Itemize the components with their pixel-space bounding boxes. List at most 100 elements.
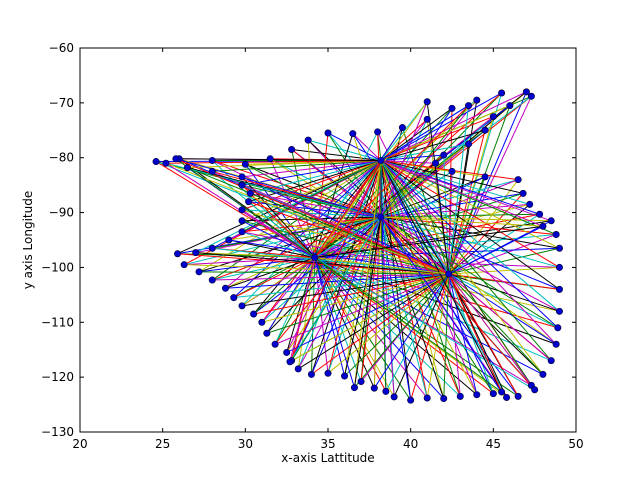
data-point bbox=[246, 189, 254, 197]
connection-line bbox=[314, 257, 557, 345]
connection-line bbox=[380, 116, 494, 161]
connection-line bbox=[241, 257, 316, 307]
connection-line bbox=[385, 273, 450, 392]
data-point bbox=[307, 370, 315, 378]
data-point bbox=[225, 236, 233, 244]
connection-line bbox=[241, 159, 381, 186]
connection-line bbox=[291, 148, 381, 161]
data-point bbox=[539, 222, 547, 230]
data-point bbox=[481, 173, 489, 181]
connection-line bbox=[426, 101, 450, 275]
connection-line bbox=[380, 192, 524, 218]
connection-line bbox=[380, 159, 544, 227]
data-point bbox=[221, 284, 229, 292]
connection-line bbox=[233, 160, 382, 298]
data-point bbox=[241, 160, 249, 168]
connection-line bbox=[211, 160, 316, 258]
x-tick-label: 45 bbox=[486, 437, 501, 451]
data-point bbox=[481, 126, 489, 134]
x-tick-label: 25 bbox=[155, 437, 170, 451]
hub-link-line bbox=[380, 160, 450, 275]
connection-line bbox=[228, 239, 449, 275]
data-point bbox=[250, 310, 258, 318]
data-point bbox=[539, 370, 547, 378]
connection-line bbox=[314, 101, 428, 258]
data-point bbox=[238, 228, 246, 236]
connection-line bbox=[187, 167, 449, 275]
data-point bbox=[266, 155, 274, 163]
hub-link-line bbox=[314, 216, 382, 258]
data-point bbox=[374, 128, 382, 136]
data-point bbox=[503, 393, 511, 401]
connection-line bbox=[380, 92, 502, 161]
connection-line bbox=[353, 216, 382, 388]
data-point bbox=[423, 98, 431, 106]
connection-line bbox=[297, 257, 316, 369]
connection-line bbox=[380, 176, 486, 218]
connection-line bbox=[314, 132, 329, 258]
data-point bbox=[531, 386, 539, 394]
connection-line bbox=[198, 257, 315, 273]
connection-line bbox=[314, 257, 502, 393]
connection-line bbox=[241, 184, 316, 258]
connection-line bbox=[448, 273, 519, 397]
connection-line bbox=[241, 159, 381, 178]
connection-line bbox=[327, 273, 450, 374]
connection-line bbox=[410, 273, 450, 401]
connection-line bbox=[269, 158, 449, 275]
data-point bbox=[208, 156, 216, 164]
connection-line bbox=[380, 216, 559, 329]
data-point bbox=[423, 394, 431, 402]
connection-line bbox=[242, 216, 381, 222]
data-point bbox=[286, 358, 294, 366]
data-point bbox=[554, 324, 562, 332]
connection-line bbox=[448, 273, 557, 345]
data-point bbox=[423, 115, 431, 123]
y-tick-label: −80 bbox=[49, 151, 74, 165]
data-point bbox=[192, 249, 200, 257]
connection-line bbox=[380, 105, 469, 218]
connection-line bbox=[448, 247, 560, 275]
data-point bbox=[536, 210, 544, 218]
data-point bbox=[208, 244, 216, 252]
connection-line bbox=[380, 160, 559, 329]
connection-line bbox=[165, 159, 381, 164]
y-tick-label: −70 bbox=[49, 96, 74, 110]
connection-line bbox=[380, 203, 530, 218]
connection-line bbox=[380, 160, 560, 268]
y-axis-label: y axis Longitude bbox=[21, 191, 35, 289]
data-point bbox=[357, 378, 365, 386]
connection-line bbox=[184, 257, 315, 266]
data-point bbox=[465, 140, 473, 148]
data-point bbox=[172, 155, 180, 163]
connection-line bbox=[289, 216, 382, 363]
x-tick-label: 35 bbox=[320, 437, 335, 451]
data-point bbox=[304, 136, 312, 144]
hub-link-line bbox=[380, 216, 450, 275]
connection-line bbox=[233, 257, 315, 299]
connection-line bbox=[286, 273, 449, 353]
data-point bbox=[473, 96, 481, 104]
data-point bbox=[547, 357, 555, 365]
connection-line bbox=[380, 160, 503, 393]
data-point bbox=[514, 176, 522, 184]
connection-line bbox=[380, 101, 428, 218]
data-point bbox=[519, 189, 527, 197]
connection-line bbox=[380, 216, 557, 345]
connection-line bbox=[253, 273, 449, 315]
data-point bbox=[349, 130, 357, 138]
data-point bbox=[448, 104, 456, 112]
connection-line bbox=[187, 159, 381, 169]
connection-line bbox=[248, 201, 449, 275]
connection-line bbox=[353, 160, 382, 388]
data-point bbox=[407, 396, 415, 404]
connection-line bbox=[266, 257, 316, 334]
connection-line bbox=[248, 159, 382, 203]
data-point bbox=[238, 302, 246, 310]
connection-line bbox=[380, 118, 428, 161]
connection-line bbox=[228, 239, 315, 259]
connection-line bbox=[344, 160, 382, 377]
connection-line bbox=[380, 160, 536, 391]
connection-line bbox=[380, 159, 436, 164]
